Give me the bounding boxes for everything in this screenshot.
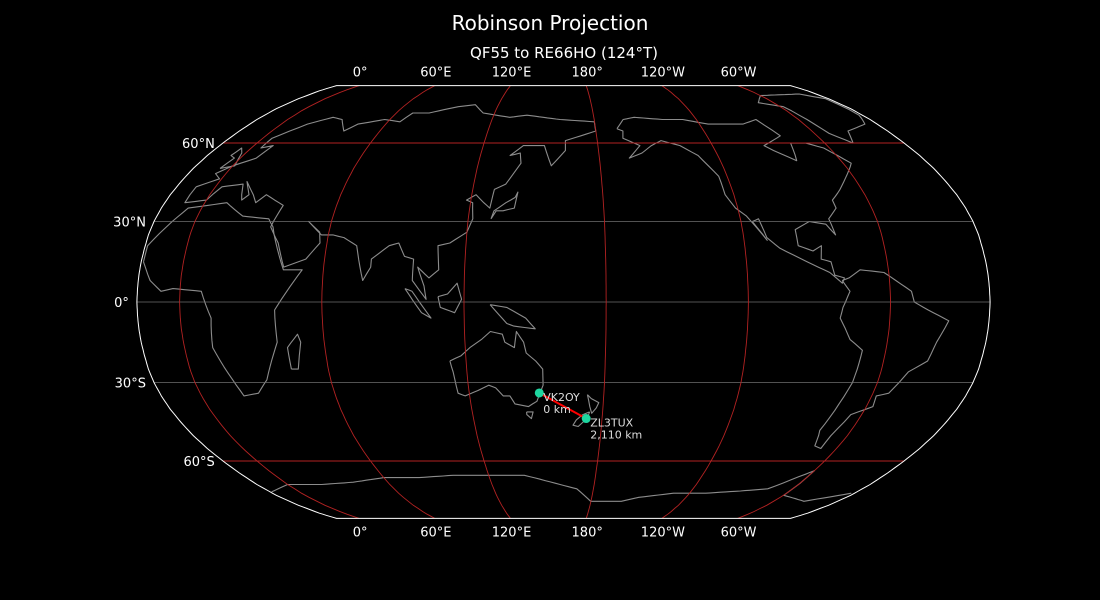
latitude-label: 30°S <box>115 376 146 391</box>
latitude-label: 30°N <box>113 216 146 231</box>
station-call-label: VK2OY <box>543 391 580 404</box>
coastline-antarctica <box>271 470 852 502</box>
coastline-tasmania <box>526 411 534 420</box>
station-call-label: ZL3TUX <box>590 417 633 430</box>
longitude-label-top: 120°W <box>641 66 685 81</box>
meridian-line <box>321 85 436 519</box>
route-path <box>538 392 587 420</box>
coastline-eurasia <box>184 104 597 300</box>
map-subtitle: QF55 to RE66HO (124°T) <box>470 44 658 62</box>
graticule-labels: 60°N 30°N 0° 30°S 60°S 0° 0° 60°E 60°E 120°E 120°E… <box>113 66 756 541</box>
coastline-africa <box>142 202 303 397</box>
coastline-north-america <box>616 116 852 284</box>
coastline-uk <box>219 147 243 169</box>
coastlines <box>142 93 950 502</box>
longitude-label-top: 60°W <box>721 66 757 81</box>
longitude-label-bottom: 60°E <box>420 525 451 540</box>
longitude-label-bottom: 120°E <box>492 525 532 540</box>
coastline-new-guinea <box>489 304 536 330</box>
longitude-label-top: 120°E <box>492 66 532 81</box>
longitude-label-top: 180° <box>572 66 603 81</box>
latitude-label: 0° <box>114 296 129 311</box>
meridian-line <box>463 85 511 519</box>
coastline-madagascar <box>286 333 302 370</box>
longitude-label-bottom: 60°W <box>721 525 757 540</box>
coastline-japan <box>490 191 519 220</box>
station-marker-vk2oy[interactable] <box>534 388 544 398</box>
longitude-label-top: 60°E <box>420 66 451 81</box>
meridian-line <box>179 85 360 519</box>
latitude-label: 60°N <box>182 137 215 152</box>
coastline-south-america <box>814 269 950 450</box>
longitude-label-bottom: 0° <box>353 525 368 540</box>
coastline-nz-north <box>586 394 600 414</box>
latitude-label: 60°S <box>184 455 215 470</box>
graticule <box>136 85 991 519</box>
station-distance-label: 2,110 km <box>590 429 642 442</box>
station-marker-zl3tux[interactable] <box>581 414 591 424</box>
longitude-label-bottom: 180° <box>572 525 603 540</box>
coastline-australia <box>449 330 544 408</box>
meridian-line <box>661 85 749 519</box>
longitude-label-top: 0° <box>353 66 368 81</box>
meridian-line <box>737 85 892 519</box>
coastline-sumatra <box>404 288 432 319</box>
page-title: Robinson Projection <box>452 11 649 35</box>
longitude-label-bottom: 120°W <box>641 525 685 540</box>
coastline-greenland <box>757 93 866 144</box>
station-distance-label: 0 km <box>543 403 571 416</box>
coastline-borneo <box>437 282 463 314</box>
meridian-line <box>585 85 607 519</box>
map-outline <box>136 85 991 519</box>
